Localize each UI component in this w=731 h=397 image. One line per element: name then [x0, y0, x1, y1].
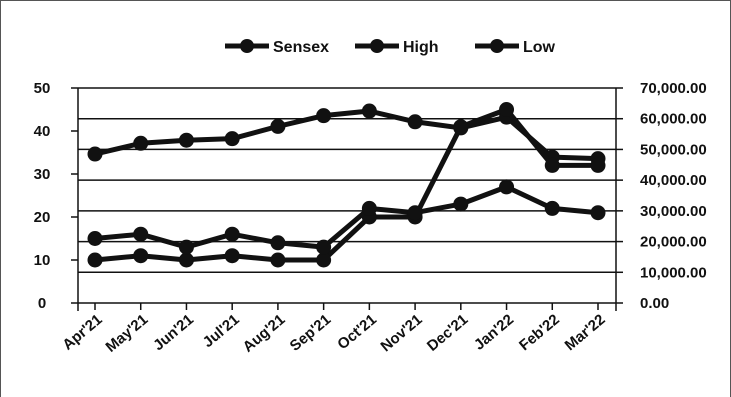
left-axis-tick-label: 30: [34, 166, 51, 183]
right-axis-tick-label: 50,000.00: [640, 141, 707, 158]
x-axis-tick-label: Oct'21: [334, 311, 380, 353]
series-point-low: [499, 179, 515, 195]
series-line-low: [94, 184, 599, 250]
right-axis-tick-label: 20,000.00: [640, 234, 707, 251]
left-axis-tick-label: 50: [34, 80, 51, 97]
series-point-high: [178, 252, 194, 268]
series-point-sensex: [87, 146, 103, 162]
series-point-low: [544, 200, 560, 216]
left-axis-tick-label: 10: [34, 252, 51, 269]
x-axis-tick-label: Sep'21: [287, 311, 335, 355]
series-point-low: [178, 239, 194, 255]
left-axis-tick-label: 0: [38, 295, 46, 312]
series-point-high: [590, 157, 606, 173]
series-point-low: [133, 226, 149, 242]
x-axis-tick-label: Dec'21: [424, 311, 472, 355]
x-axis-tick-label: Jun'21: [150, 311, 197, 354]
x-axis-tick-label: Feb'22: [516, 311, 563, 354]
series-point-sensex: [133, 135, 149, 151]
right-axis-tick-label: 10,000.00: [640, 264, 707, 281]
series-line-sensex: [94, 108, 599, 162]
series-point-low: [224, 226, 240, 242]
right-axis-tick-label: 40,000.00: [640, 172, 707, 189]
series-point-sensex: [224, 131, 240, 147]
series-point-high: [224, 248, 240, 264]
legend-label-high: High: [403, 39, 439, 56]
series-point-sensex: [361, 103, 377, 119]
series-point-low: [590, 205, 606, 221]
legend-marker-low: [490, 39, 504, 53]
x-axis-tick-label: Mar'22: [562, 311, 609, 354]
x-axis-tick-label: Jul'21: [200, 311, 243, 351]
series-point-low: [361, 200, 377, 216]
series-line-high: [94, 107, 598, 263]
series-point-high: [270, 252, 286, 268]
legend-marker-high: [370, 39, 384, 53]
right-axis-tick-label: 70,000.00: [640, 80, 707, 97]
series-point-low: [407, 205, 423, 221]
series-point-sensex: [316, 108, 332, 124]
legend-label-sensex: Sensex: [273, 39, 329, 56]
right-axis-tick-label: 30,000.00: [640, 203, 707, 220]
series-point-low: [270, 235, 286, 251]
left-axis-tick-label: 40: [34, 123, 51, 140]
series-point-low: [316, 239, 332, 255]
series-point-high: [316, 252, 332, 268]
x-axis-tick-label: May'21: [102, 311, 151, 356]
series-point-sensex: [178, 132, 194, 148]
x-axis-tick-label: Jan'22: [471, 311, 517, 354]
series-point-high: [544, 157, 560, 173]
right-axis-tick-label: 0.00: [640, 295, 669, 312]
legend-marker-sensex: [240, 39, 254, 53]
x-axis-tick-label: Apr'21: [59, 311, 105, 354]
series-point-high: [499, 102, 515, 117]
series-point-low: [87, 231, 103, 246]
series-point-sensex: [270, 118, 286, 134]
x-axis-tick-label: Aug'21: [240, 311, 289, 356]
series-point-high: [133, 248, 149, 264]
series-point-high: [453, 119, 469, 135]
left-axis-tick-label: 20: [34, 209, 51, 226]
series-point-high: [87, 252, 103, 268]
series-point-low: [453, 196, 469, 212]
legend-label-low: Low: [523, 39, 556, 56]
x-axis-tick-label: Nov'21: [378, 311, 426, 355]
series-point-sensex: [407, 114, 423, 130]
right-axis-tick-label: 60,000.00: [640, 111, 707, 128]
